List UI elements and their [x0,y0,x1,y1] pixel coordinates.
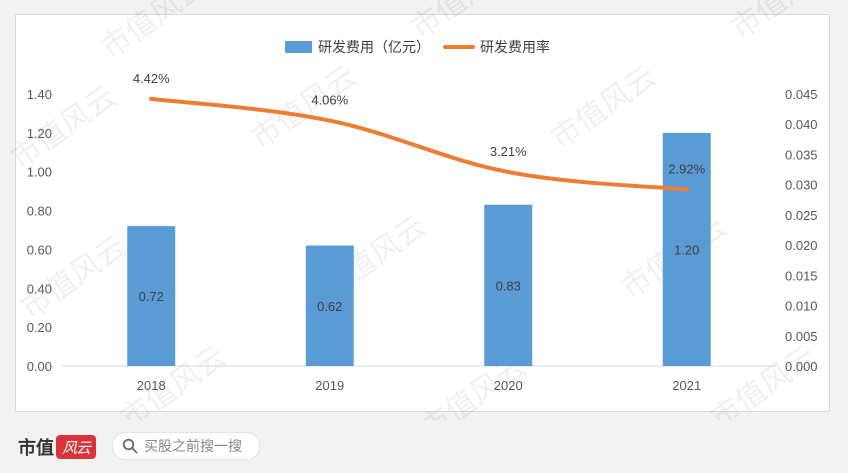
legend: 研发费用（亿元） 研发费用率 [285,39,550,56]
y-right-tick-label: 0.040 [785,117,818,132]
y-left-tick-label: 0.40 [27,281,52,296]
x-tick-label: 2021 [672,378,701,393]
bar [662,132,711,366]
y-right-tick-label: 0.045 [785,87,818,102]
y-right-tick-label: 0.000 [785,359,818,374]
y-axis-right-ticks: 0.000 0.005 0.010 0.015 0.020 0.025 0.030 0.035… [785,87,818,374]
search-text: 买股之前搜一搜 [144,439,242,455]
y-right-tick-label: 0.015 [785,268,818,283]
brand-mark: 风云 [56,435,96,459]
y-right-tick-label: 0.035 [785,147,818,162]
brand-name: 市值 [18,438,54,459]
rate-line [149,96,689,192]
y-left-tick-label: 0.60 [27,242,52,257]
bar-data-labels: 0.72 0.62 0.83 1.20 [139,242,700,313]
y-axis-left-ticks: 0.00 0.20 0.40 0.60 0.80 1.00 1.20 1.40 [27,87,52,374]
watermark-text: 市值风云 [5,79,123,176]
y-right-tick-label: 0.030 [785,178,818,193]
bar-data-label: 0.83 [496,278,521,293]
y-right-tick-label: 0.025 [785,208,818,223]
bar [127,226,176,366]
y-right-tick-label: 0.005 [785,329,818,344]
y-left-tick-label: 0.20 [27,320,52,335]
y-left-tick-label: 0.80 [27,204,52,219]
x-tick-label: 2020 [494,378,523,393]
bar-data-label: 1.20 [674,242,699,257]
line-data-label: 4.42% [133,71,170,86]
y-left-tick-label: 1.20 [27,126,52,141]
search-icon [122,438,138,454]
watermark-text: 市值风云 [95,0,213,67]
y-right-tick-label: 0.010 [785,299,818,314]
bar-data-label: 0.62 [317,299,342,314]
x-axis-ticks: 2018 2019 2020 2021 [137,378,701,393]
y-left-tick-label: 1.00 [27,165,52,180]
y-right-tick-label: 0.020 [785,238,818,253]
x-tick-label: 2019 [315,378,344,393]
watermark-text: 市值风云 [725,0,843,47]
line-data-label: 2.92% [668,162,705,177]
watermark-text: 市值风云 [245,59,363,156]
x-tick-label: 2018 [137,378,166,393]
bar [484,204,533,366]
legend-swatch-bar [285,41,312,53]
bar [305,245,354,366]
y-left-tick-label: 0.00 [27,359,52,374]
line-data-label: 3.21% [490,144,527,159]
legend-label-bar: 研发费用（亿元） [318,40,430,56]
bar-series [127,132,711,366]
rate-point [149,96,154,101]
chart: 市值风云市值风云市值风云市值风云市值风云市值风云市值风云市值风云市值风云市值风云… [5,0,843,420]
rate-point [327,118,332,123]
legend-label-line: 研发费用率 [480,39,550,56]
bar-data-label: 0.72 [139,289,164,304]
watermark-text: 市值风云 [545,59,663,156]
rate-point [506,169,511,174]
rate-point [684,187,689,192]
search-box[interactable]: 买股之前搜一搜 [112,432,260,460]
line-data-labels: 4.42% 4.06% 3.21% 2.92% [133,71,706,177]
line-data-label: 4.06% [311,93,348,108]
y-left-tick-label: 1.40 [27,87,52,102]
watermark-text: 市值风云 [705,339,823,420]
footer: 市值 风云 买股之前搜一搜 [0,420,848,473]
brand-logo[interactable]: 市值 风云 [18,434,96,460]
line-series [149,96,689,192]
